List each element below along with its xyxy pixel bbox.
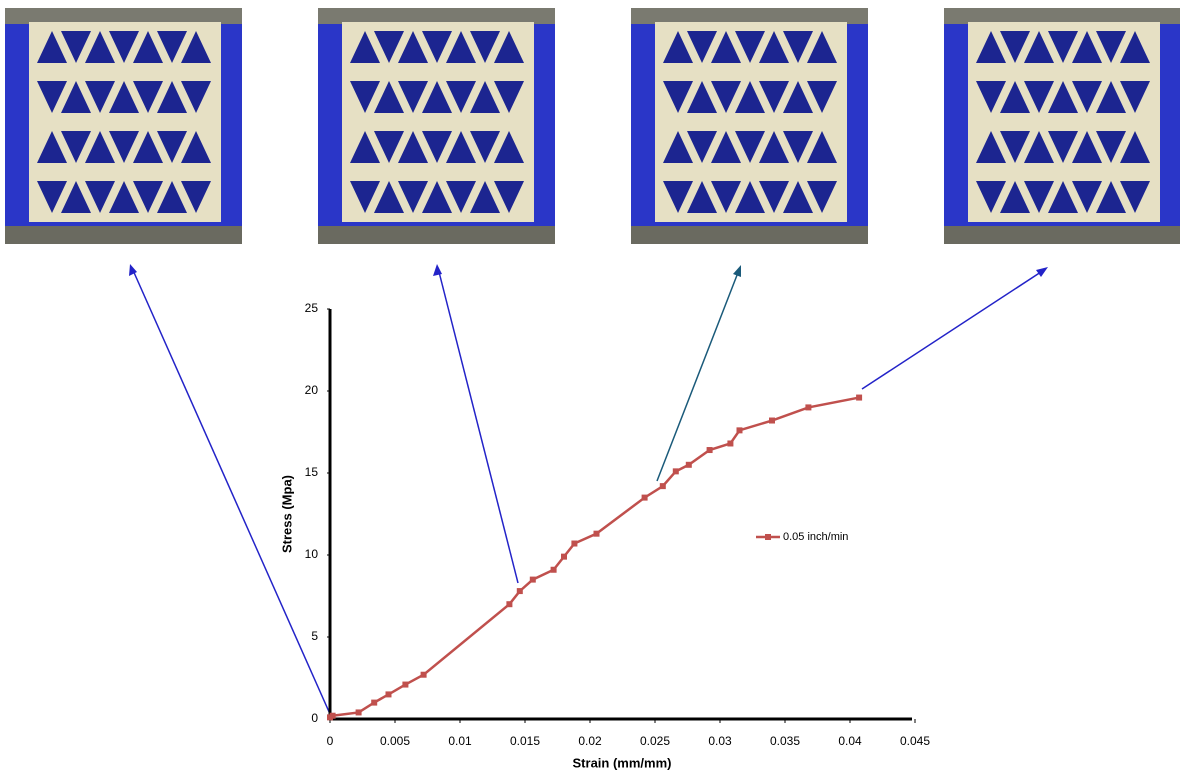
marker xyxy=(673,468,679,474)
marker xyxy=(330,713,336,719)
marker xyxy=(594,531,600,537)
marker xyxy=(561,554,567,560)
arrow xyxy=(438,268,518,583)
x-tick-label: 0.005 xyxy=(380,734,410,748)
marker xyxy=(805,404,811,410)
photo-top xyxy=(318,8,555,24)
arrow-head xyxy=(733,265,741,277)
figure: Strain (mm/mm) Stress (Mpa) 0 5 10 15 20 25 0 0… xyxy=(0,0,1180,774)
photo-bottom xyxy=(944,226,1180,244)
marker xyxy=(402,682,408,688)
marker xyxy=(769,418,775,424)
arrow xyxy=(862,270,1044,389)
photo-top xyxy=(5,8,242,24)
arrow xyxy=(657,270,739,481)
x-tick-label: 0.045 xyxy=(900,734,930,748)
arrow xyxy=(132,268,330,714)
y-tick-label: 5 xyxy=(311,629,318,643)
x-tick-label: 0 xyxy=(327,734,334,748)
photo xyxy=(318,8,555,244)
arrows xyxy=(129,264,1048,714)
y-tick-label: 0 xyxy=(311,711,318,725)
series-line xyxy=(330,398,859,718)
y-axis-label: Stress (Mpa) xyxy=(279,475,294,553)
marker xyxy=(660,483,666,489)
marker xyxy=(707,447,713,453)
y-tick-label: 25 xyxy=(305,301,319,315)
marker xyxy=(686,462,692,468)
marker xyxy=(371,700,377,706)
photo xyxy=(631,8,868,244)
marker xyxy=(421,672,427,678)
photo xyxy=(5,8,242,244)
x-tick-label: 0.015 xyxy=(510,734,540,748)
photo-top xyxy=(944,8,1180,24)
photos xyxy=(5,8,1180,244)
legend-label: 0.05 inch/min xyxy=(783,531,848,543)
marker xyxy=(551,567,557,573)
x-axis-label: Strain (mm/mm) xyxy=(573,755,672,770)
photo-bottom xyxy=(5,226,242,244)
marker xyxy=(517,588,523,594)
y-tick-label: 15 xyxy=(305,465,319,479)
x-tick-label: 0.03 xyxy=(708,734,732,748)
marker xyxy=(856,395,862,401)
marker xyxy=(506,601,512,607)
marker xyxy=(571,541,577,547)
marker xyxy=(642,495,648,501)
marker xyxy=(727,440,733,446)
photo xyxy=(944,8,1180,244)
marker xyxy=(737,427,743,433)
y-tick-label: 20 xyxy=(305,383,319,397)
legend-marker xyxy=(765,534,771,540)
arrow-head xyxy=(129,264,137,276)
arrow-head xyxy=(1036,267,1048,277)
page: {"chart_data": {"type": "line", "xlabel"… xyxy=(0,0,1180,779)
y-tick-label: 10 xyxy=(305,547,319,561)
photo-top xyxy=(631,8,868,24)
x-tick-label: 0.02 xyxy=(578,734,602,748)
x-tick-label: 0.04 xyxy=(838,734,862,748)
x-tick-label: 0.035 xyxy=(770,734,800,748)
marker xyxy=(356,709,362,715)
photo-bottom xyxy=(631,226,868,244)
arrow-head xyxy=(433,264,442,276)
x-tick-label: 0.025 xyxy=(640,734,670,748)
marker xyxy=(530,577,536,583)
x-tick-label: 0.01 xyxy=(448,734,472,748)
marker xyxy=(386,691,392,697)
photo-bottom xyxy=(318,226,555,244)
